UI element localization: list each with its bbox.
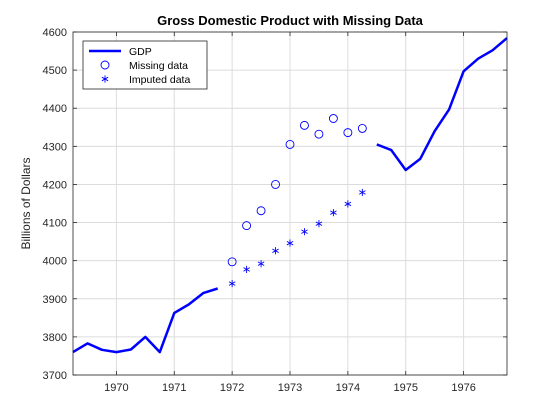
legend-entry-label: Missing data	[129, 60, 188, 72]
y-tick-label: 4500	[43, 65, 67, 77]
x-tick-label: 1974	[336, 382, 360, 394]
y-tick-label: 4100	[43, 218, 67, 230]
y-tick-label: 3700	[43, 370, 67, 382]
imputed-marker-stroke	[301, 229, 308, 234]
imputed-marker-stroke	[330, 210, 337, 215]
imputed-marker-stroke	[228, 281, 236, 286]
imputed-data-point	[243, 265, 250, 274]
imputed-data-point	[344, 200, 352, 208]
missing-data-point	[328, 114, 338, 123]
missing-data-point	[256, 206, 266, 216]
y-tick-label: 4000	[43, 256, 67, 268]
missing-data-point	[285, 139, 295, 149]
imputed-marker-stroke	[358, 190, 366, 195]
missing-data-point	[227, 257, 237, 267]
x-tick-label: 1973	[278, 382, 302, 394]
x-tick-label: 1972	[220, 382, 244, 394]
legend-entry-label: GDP	[129, 46, 152, 58]
y-axis-label: Billions of Dollars	[19, 157, 33, 249]
legend-asterisk-stroke	[101, 76, 109, 82]
x-tick-label: 1970	[104, 382, 128, 394]
y-tick-label: 3800	[43, 332, 67, 344]
imputed-marker-stroke	[286, 240, 294, 246]
imputed-marker-stroke	[243, 267, 250, 272]
y-tick-label: 4200	[43, 179, 67, 191]
imputed-data-point	[315, 220, 323, 228]
imputed-data-point	[272, 247, 279, 255]
y-tick-label: 4400	[43, 103, 67, 115]
missing-data-point	[343, 128, 353, 138]
imputed-marker-stroke	[257, 261, 265, 266]
imputed-data-point	[286, 239, 294, 247]
x-tick-label: 1976	[451, 382, 475, 394]
imputed-data-point	[358, 188, 366, 197]
missing-data-point	[314, 129, 324, 139]
missing-data-point	[300, 120, 309, 130]
legend-entry-label: Imputed data	[129, 74, 190, 86]
x-tick-label: 1971	[162, 382, 186, 394]
y-tick-label: 3900	[43, 294, 67, 306]
y-tick-label: 4300	[43, 141, 67, 153]
imputed-data-point	[330, 209, 337, 217]
imputed-marker-stroke	[315, 221, 323, 226]
chart-title: Gross Domestic Product with Missing Data	[157, 13, 424, 28]
imputed-marker-stroke	[272, 248, 279, 253]
y-tick-label: 4600	[43, 27, 67, 39]
x-tick-label: 1975	[393, 382, 417, 394]
imputed-data-point	[301, 228, 308, 236]
missing-data-point	[357, 123, 367, 133]
legend: GDP Missing data Imputed data	[82, 40, 208, 90]
missing-data-point	[271, 179, 280, 189]
legend-asterisk-swatch	[101, 75, 109, 83]
imputed-marker-stroke	[344, 201, 352, 207]
imputed-data-point	[257, 260, 265, 268]
gdp-line-segment	[376, 37, 508, 172]
legend-box	[82, 40, 208, 90]
imputed-data-point	[228, 279, 236, 288]
gdp-line-segment	[72, 287, 219, 354]
missing-data-point	[242, 221, 252, 231]
legend-circle-swatch	[100, 60, 110, 70]
